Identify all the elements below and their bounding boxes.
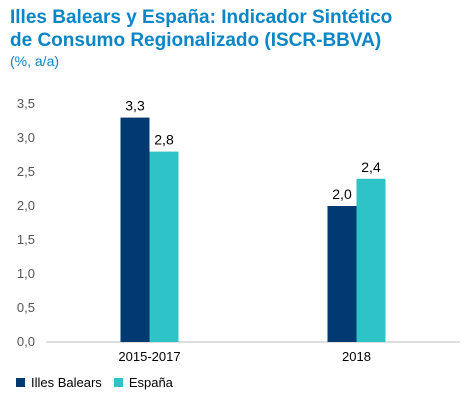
y-tick-label: 3,5	[17, 96, 35, 111]
legend-item-illes-balears: Illes Balears	[16, 375, 102, 390]
x-tick-label: 2015-2017	[118, 349, 180, 364]
y-tick-label: 3,0	[17, 130, 35, 145]
data-label: 2,0	[332, 186, 352, 202]
legend-item-espana: España	[113, 375, 173, 390]
chart-subtitle: (%, a/a)	[10, 53, 60, 69]
y-tick-label: 2,0	[17, 198, 35, 213]
chart-title: Illes Balears y España: Indicador Sintét…	[10, 6, 470, 52]
bar-espana-1	[356, 178, 386, 342]
bar-espana-0	[149, 151, 179, 342]
legend-swatch-espana	[113, 378, 123, 387]
bar-illes-balears-1	[327, 206, 357, 342]
legend-label-illes-balears: Illes Balears	[31, 375, 102, 390]
x-tick-label: 2018	[342, 349, 371, 364]
y-tick-label: 2,5	[17, 164, 35, 179]
bar-illes-balears-0	[120, 117, 150, 342]
y-tick-label: 1,5	[17, 232, 35, 247]
chart-title-line-1: Illes Balears y España: Indicador Sintét…	[10, 7, 393, 28]
data-label: 3,3	[125, 98, 145, 114]
legend-swatch-illes-balears	[16, 378, 25, 387]
chart-title-line-2: de Consumo Regionalizado (ISCR-BBVA)	[10, 30, 382, 51]
legend-label-espana: España	[128, 375, 173, 390]
y-tick-label: 1,0	[17, 266, 35, 281]
y-tick-label: 0,0	[17, 334, 35, 349]
data-label: 2,4	[361, 159, 381, 175]
y-tick-label: 0,5	[17, 300, 35, 315]
chart-legend: Illes Balears España	[16, 375, 185, 390]
data-label: 2,8	[154, 132, 174, 148]
